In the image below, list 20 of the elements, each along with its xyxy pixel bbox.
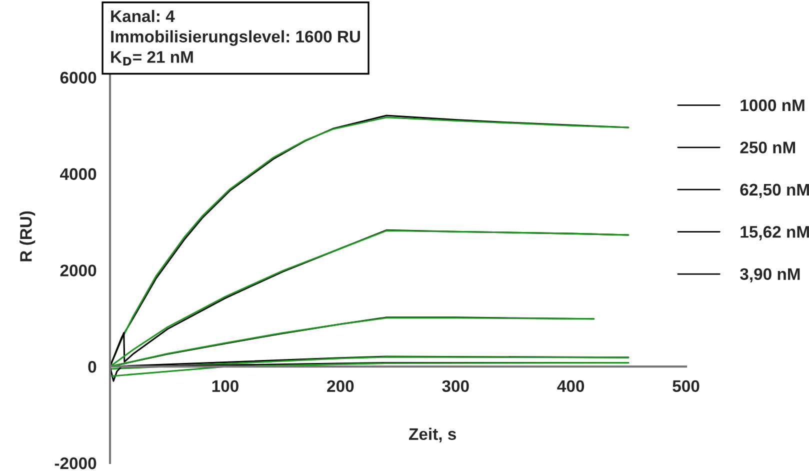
x-tick-label: 100 (212, 380, 238, 392)
y-tick-label: 0 (88, 360, 96, 373)
x-tick-label: 500 (672, 380, 700, 392)
y-tick-label: 2000 (60, 264, 96, 276)
x-tick-label: 300 (442, 380, 469, 392)
x-tick-label: 200 (327, 380, 354, 392)
legend-label: 15,62 nM (740, 226, 809, 240)
y-tick-label: 6000 (60, 72, 96, 84)
y-tick-label: 4000 (60, 168, 96, 180)
annotation: Kanal: 4 (111, 10, 175, 22)
x-axis-title: Zeit, s (409, 428, 456, 442)
y-tick-label: -2000 (54, 457, 96, 470)
y-axis-title: R (RU) (20, 211, 36, 262)
legend-label: 62,50 nM (740, 184, 809, 198)
legend-label: 1000 nM (740, 99, 804, 112)
annotation: Immobilisierungslevel: 1600 RU (111, 30, 360, 46)
x-tick-label: 400 (557, 380, 584, 392)
legend-label: 250 nM (740, 142, 796, 154)
legend-label: 3,90 nM (740, 268, 800, 282)
annotation: K$_{D}$= 21 nM (111, 51, 193, 66)
